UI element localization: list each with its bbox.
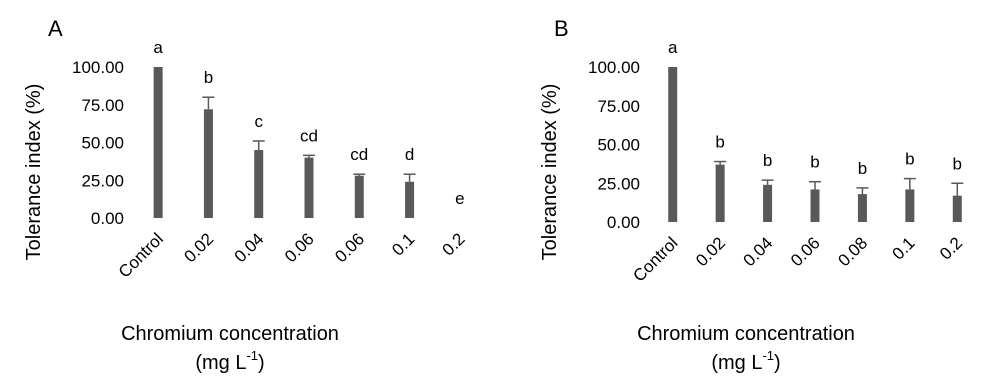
bar <box>254 150 264 218</box>
x-axis-unit: (mg L-1) <box>195 348 264 374</box>
y-axis-label: Tolerance index (%) <box>539 84 561 261</box>
y-tick-label: 75.00 <box>81 96 124 115</box>
data-label: b <box>763 151 772 170</box>
x-tick-label: Control <box>115 229 167 281</box>
y-tick-label: 50.00 <box>597 136 640 155</box>
bar <box>952 195 962 222</box>
data-label: b <box>204 68 213 87</box>
y-tick-label: 75.00 <box>597 97 640 116</box>
y-tick-label: 25.00 <box>81 171 124 190</box>
bar <box>304 157 314 218</box>
data-label: cd <box>350 145 368 164</box>
chart-marks: 0.00 25.00 50.00 75.00 100.00 a Control b 0.02 b 0… <box>588 38 966 286</box>
x-tick-label: 0.2 <box>936 233 966 263</box>
y-tick-label: 50.00 <box>81 134 124 153</box>
data-label: b <box>905 150 914 169</box>
x-axis-label: Chromium concentration <box>637 323 855 345</box>
x-tick-label: 0.02 <box>692 233 729 270</box>
bar <box>153 67 163 218</box>
data-label: cd <box>300 126 318 145</box>
data-label: b <box>715 133 724 152</box>
x-tick-label: 0.06 <box>281 229 318 266</box>
data-label: a <box>668 38 678 57</box>
x-tick-label: 0.1 <box>889 233 919 263</box>
bar <box>857 194 867 222</box>
x-tick-label: 0.06 <box>331 229 368 266</box>
x-tick-label: 0.04 <box>740 233 777 270</box>
data-label: b <box>810 153 819 172</box>
bar <box>203 109 213 218</box>
x-tick-label: 0.06 <box>787 233 824 270</box>
bar <box>668 67 678 222</box>
y-tick-label: 100.00 <box>72 58 124 77</box>
data-label: d <box>405 145 414 164</box>
x-tick-label: 0.08 <box>834 233 871 270</box>
bar <box>405 181 415 218</box>
y-axis-label: Tolerance index (%) <box>23 84 45 261</box>
bar <box>905 189 915 222</box>
y-tick-label: 100.00 <box>588 58 640 77</box>
data-label: e <box>455 189 464 208</box>
bar <box>715 164 725 222</box>
y-tick-label: 25.00 <box>597 174 640 193</box>
panel-label: B <box>554 16 569 41</box>
data-label: a <box>153 38 163 57</box>
data-label: b <box>953 154 962 173</box>
x-tick-label: 0.04 <box>231 229 268 266</box>
data-label: c <box>254 112 263 131</box>
panel-label: A <box>48 16 63 41</box>
y-tick-label: 0.00 <box>91 209 124 228</box>
chart-marks: 0.00 25.00 50.00 75.00 100.00 a Control b 0.02 c 0… <box>72 38 469 282</box>
x-tick-label: Control <box>629 233 681 285</box>
x-tick-label: 0.02 <box>180 229 217 266</box>
chart-panel-b: B Tolerance index (%) 0.00 25.00 50.00 75.0… <box>539 16 966 374</box>
bar <box>763 184 773 222</box>
x-axis-unit: (mg L-1) <box>711 348 780 374</box>
x-tick-label: 0.2 <box>439 229 469 259</box>
bar <box>354 175 364 218</box>
bar <box>810 189 820 222</box>
data-label: b <box>858 159 867 178</box>
x-axis-label: Chromium concentration <box>121 323 339 345</box>
chart-panel-a: A Tolerance index (%) 0.00 25.00 50.00 75.0… <box>23 16 469 374</box>
y-tick-label: 0.00 <box>607 213 640 232</box>
x-tick-label: 0.1 <box>388 229 418 259</box>
